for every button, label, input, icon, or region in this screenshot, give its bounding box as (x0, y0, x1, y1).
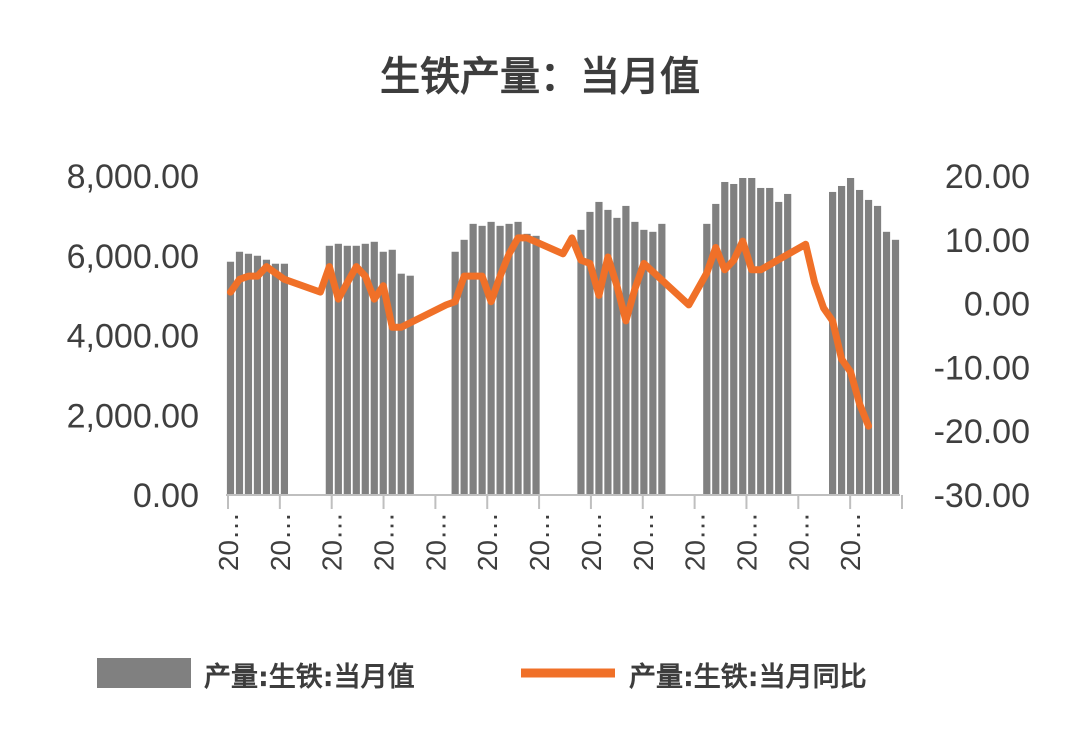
bar (406, 275, 414, 495)
x-axis: 20… 20… 20… 20… 20… 20… 20… 20… 20… 20… 20… 20… 20… (213, 512, 866, 571)
bar (397, 273, 405, 495)
bar (855, 189, 864, 495)
bar (532, 235, 540, 495)
bar (775, 201, 783, 496)
y-right-axis: 20.00 10.00 0.00 -10.00 -20.00 -30.00 (934, 158, 1030, 515)
x-tick-label: 20… (472, 512, 503, 571)
bar (235, 251, 244, 495)
y-left-tick-label: 2,000.00 (67, 397, 199, 435)
y-left-tick-label: 0.00 (133, 477, 199, 515)
bar (864, 199, 873, 495)
line-series (226, 234, 873, 430)
bar (361, 243, 369, 495)
x-tick-label: 20… (731, 512, 762, 571)
chart-legend: 产量:生铁:当月值 产量:生铁:当月同比 (97, 658, 867, 693)
bar (514, 221, 522, 496)
legend-label-line: 产量:生铁:当月同比 (629, 662, 867, 693)
x-tick-label: 20… (783, 512, 814, 571)
bar (370, 241, 378, 495)
x-tick-label: 20… (628, 512, 659, 571)
bar (388, 249, 396, 495)
bar (487, 221, 495, 496)
bar (253, 255, 262, 495)
x-tick-label: 20… (680, 512, 711, 571)
bar (712, 203, 720, 495)
bar (837, 185, 846, 495)
chart-title: 生铁产量：当月值 (380, 54, 700, 100)
bar (379, 251, 387, 495)
bar (586, 211, 594, 495)
x-tick-label: 20… (213, 512, 244, 571)
chart-axes (226, 494, 903, 509)
x-tick-label: 20… (524, 512, 555, 571)
bar (523, 233, 531, 495)
y-right-tick-label: 0.00 (964, 286, 1030, 324)
bar (604, 209, 612, 495)
bar (478, 225, 486, 495)
bar (244, 253, 253, 495)
bar (271, 263, 280, 495)
bar (280, 263, 289, 495)
x-tick-label: 20… (317, 512, 348, 571)
series-line (226, 234, 873, 430)
bar (343, 245, 351, 495)
y-left-axis: 8,000.00 6,000.00 4,000.00 2,000.00 0.00 (67, 158, 199, 515)
bar (757, 187, 765, 495)
bar (226, 261, 235, 495)
y-left-tick-label: 8,000.00 (67, 158, 199, 196)
y-right-tick-label: -20.00 (934, 413, 1030, 451)
bar-series (226, 177, 900, 496)
bar (451, 251, 459, 495)
bar (829, 191, 837, 495)
y-right-tick-label: 10.00 (945, 222, 1030, 260)
bar (703, 223, 711, 495)
bar (748, 177, 756, 496)
bar (496, 225, 504, 495)
bar (640, 229, 648, 495)
bar (649, 231, 657, 495)
bar (739, 177, 747, 496)
legend-label-bar: 产量:生铁:当月值 (204, 662, 415, 693)
y-left-tick-label: 6,000.00 (67, 238, 199, 276)
bar (784, 193, 792, 495)
bar (505, 223, 513, 495)
y-left-tick-label: 4,000.00 (67, 318, 199, 356)
x-tick-label: 20… (576, 512, 607, 571)
x-tick-label: 20… (420, 512, 451, 571)
bar (262, 259, 271, 495)
bar (352, 245, 360, 495)
x-tick-label: 20… (265, 512, 296, 571)
legend-swatch-bar (97, 658, 191, 688)
bar (730, 183, 738, 496)
bar (766, 187, 774, 495)
bar (469, 223, 477, 495)
x-tick-label: 20… (369, 512, 400, 571)
bar (334, 243, 342, 495)
bar (721, 181, 729, 496)
bar (577, 229, 585, 495)
bar (631, 221, 639, 496)
bar (891, 239, 900, 495)
x-tick-label: 20… (835, 512, 866, 571)
bar (460, 239, 468, 495)
bar (622, 205, 630, 495)
bar (595, 201, 603, 496)
y-right-tick-label: -30.00 (934, 477, 1030, 515)
bar (613, 217, 621, 495)
bar (846, 177, 855, 496)
y-right-tick-label: 20.00 (945, 158, 1030, 196)
bar (658, 223, 666, 495)
y-right-tick-label: -10.00 (934, 349, 1030, 387)
bar (873, 205, 882, 495)
bar (325, 245, 333, 495)
bar (882, 231, 891, 495)
